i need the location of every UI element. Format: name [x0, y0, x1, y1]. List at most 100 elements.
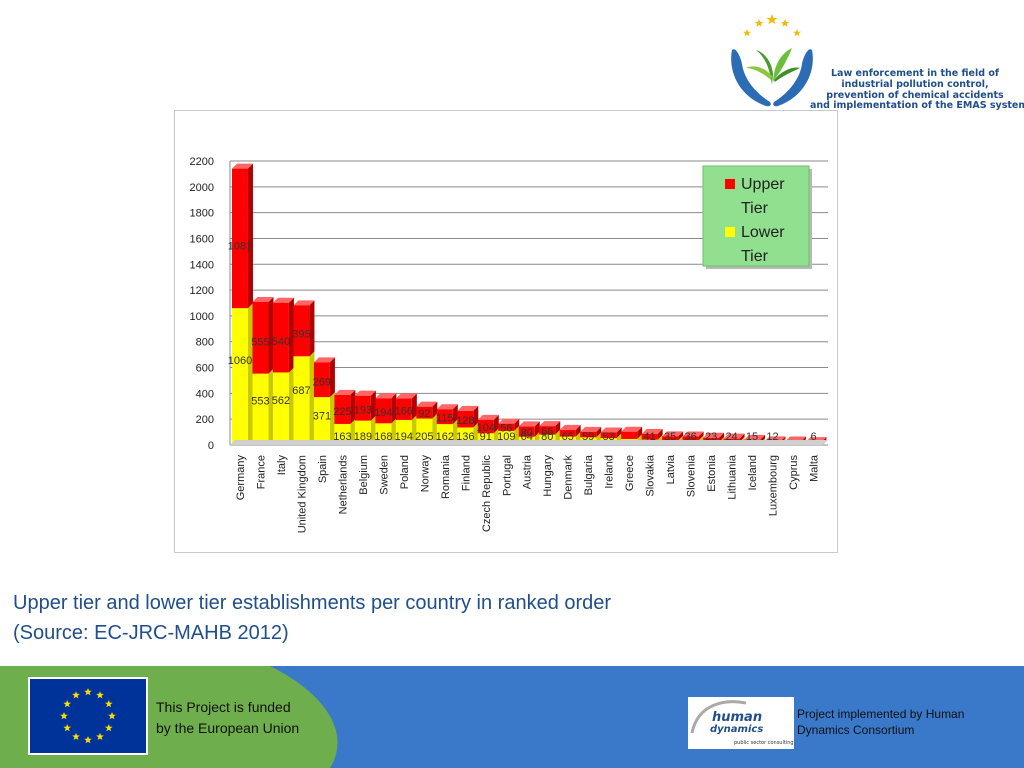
upper-data-label: 395 [292, 328, 310, 340]
project-logo [731, 14, 813, 107]
upper-data-label: 128 [456, 415, 474, 427]
human-dynamics-logo: human dynamics public sector consulting [688, 697, 794, 749]
eu-star-icon [72, 691, 80, 699]
upper-tier-bar [354, 395, 371, 421]
lower-bar-side [473, 422, 479, 445]
lower-tier-bar [395, 419, 412, 445]
x-category-label: Latvia [665, 454, 677, 484]
upper-bar-side [473, 405, 479, 428]
x-category-label: Netherlands [337, 455, 349, 515]
upper-bar-top [375, 393, 397, 399]
upper-bar-top [334, 389, 356, 395]
upper-tier-bar [477, 419, 494, 434]
upper-tier-bar [539, 426, 556, 435]
lower-data-label: 371 [313, 410, 331, 422]
upper-bar-top [641, 429, 663, 435]
x-category-label: Lithuania [727, 454, 739, 500]
lower-bar-side [329, 392, 335, 445]
lower-tier-bar [272, 372, 289, 445]
funding-line: This Project is funded [156, 699, 291, 715]
upper-bar-top [252, 296, 274, 302]
upper-tier-bar [334, 394, 351, 424]
y-tick-label: 2200 [190, 156, 214, 168]
x-category-label: Greece [624, 455, 636, 491]
eu-star-icon [105, 700, 113, 708]
upper-data-label: 194 [374, 407, 392, 419]
funding-line: by the European Union [156, 720, 300, 736]
upper-data-label: 1081 [228, 240, 252, 252]
x-category-label: Slovenia [686, 454, 698, 497]
upper-data-label: 80 [521, 427, 533, 439]
eu-star-icon [63, 724, 71, 732]
caption-title: Upper tier and lower tier establishments… [13, 592, 612, 614]
upper-bar-side [637, 426, 643, 440]
upper-data-label: 269 [313, 376, 331, 388]
legend-swatch [725, 179, 735, 189]
y-tick-label: 200 [196, 414, 214, 426]
chart-caption: Upper tier and lower tier establishments… [13, 588, 611, 648]
x-category-label: France [255, 455, 267, 489]
upper-bar-side [596, 426, 602, 438]
x-category-label: Luxembourg [768, 455, 780, 516]
upper-tier-bar [313, 362, 330, 398]
lower-tier-bar [436, 424, 453, 445]
upper-bar-top [621, 426, 643, 432]
y-tick-label: 400 [196, 388, 214, 400]
upper-bar-top [518, 421, 540, 427]
upper-data-label: 66 [541, 426, 553, 438]
upper-bar-side [247, 163, 253, 309]
upper-bar-side [350, 389, 356, 424]
logo-text-line: Law enforcement in the field of [830, 68, 1000, 79]
upper-tier-bar [518, 426, 535, 437]
upper-tier-bar [662, 436, 679, 441]
funding-note: This Project is funded by the European U… [156, 697, 299, 739]
y-tick-label: 1200 [190, 285, 214, 297]
upper-bar-top [539, 421, 561, 427]
upper-bar-top [682, 431, 704, 437]
upper-bar-top [395, 393, 417, 399]
upper-bar-side [452, 404, 458, 425]
x-category-label: Norway [419, 455, 431, 493]
upper-bar-top [436, 404, 458, 410]
x-category-label: Romania [440, 454, 452, 499]
lower-tier-bar [416, 418, 433, 445]
upper-data-label: 225 [333, 406, 351, 418]
upper-bar-top [600, 427, 622, 433]
eu-star-icon [96, 732, 104, 740]
x-category-label: Italy [276, 455, 288, 476]
hands-icon [731, 49, 813, 107]
upper-bar-top [293, 300, 315, 306]
upper-tier-bar [436, 409, 453, 425]
upper-tier-bar [641, 434, 658, 440]
upper-bar-top [662, 431, 684, 437]
lower-bar-side [309, 351, 315, 445]
x-category-label: Finland [460, 455, 472, 491]
upper-data-label: 555 [251, 336, 269, 348]
x-category-label: Poland [399, 455, 411, 489]
upper-tier-bar [293, 305, 310, 357]
upper-bar-top [559, 424, 581, 430]
lower-data-label: 687 [292, 385, 310, 397]
upper-bar-top [416, 401, 438, 407]
upper-tier-bar [600, 432, 617, 439]
legend-box [702, 165, 810, 267]
upper-bar-top [457, 405, 479, 411]
upper-bar-top [232, 163, 253, 169]
lower-data-label: 1060 [228, 355, 252, 367]
x-category-label: Bulgaria [583, 454, 595, 495]
lower-tier-bar [354, 420, 371, 445]
upper-tier-bar [457, 410, 474, 428]
upper-bar-side [555, 421, 561, 435]
upper-bar-side [616, 427, 622, 439]
y-tick-label: 600 [196, 363, 214, 375]
upper-bar-top [313, 357, 335, 363]
implementation-note: Project implemented by Human Dynamics Co… [797, 707, 965, 737]
legend-label: Upper [741, 176, 785, 193]
footer-band [0, 666, 1024, 768]
eu-flag-icon [28, 677, 148, 755]
lower-bar-side [288, 367, 294, 445]
upper-bar-top [580, 426, 602, 432]
legend-label: Tier [741, 248, 769, 265]
chart-frame: 0 200 400 600 800 1000 1200 1400 1600 1800 2000 220… [174, 110, 838, 553]
star-ring-icon [743, 14, 801, 37]
